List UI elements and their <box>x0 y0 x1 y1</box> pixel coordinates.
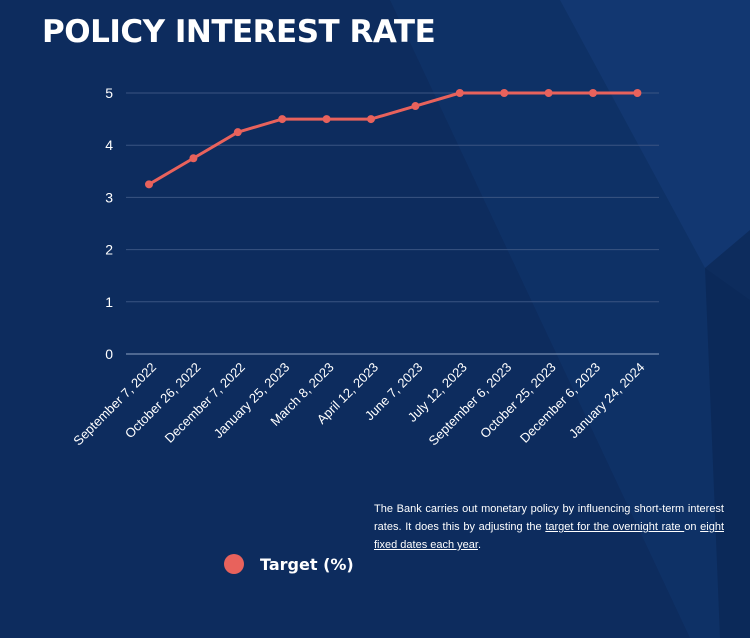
y-tick-label: 5 <box>105 85 113 101</box>
data-point <box>633 89 642 97</box>
x-tick-label: October 26, 2022 <box>122 360 204 442</box>
x-tick-label: December 7, 2022 <box>162 360 248 446</box>
data-point <box>455 89 464 97</box>
y-axis-ticks: 0 1 2 3 4 5 <box>105 85 113 362</box>
y-tick-label: 0 <box>105 346 113 362</box>
circle-marker-icon <box>224 554 244 574</box>
data-point <box>367 115 375 124</box>
data-point <box>278 115 287 124</box>
data-point <box>233 128 242 137</box>
series-layer <box>145 89 642 189</box>
series-line <box>147 91 639 186</box>
data-point <box>411 102 420 111</box>
data-point <box>145 180 153 189</box>
legend-label: Target (%) <box>260 554 354 574</box>
page-title: POLICY INTEREST RATE <box>42 14 436 50</box>
y-tick-label: 2 <box>105 242 113 258</box>
x-tick-label: September 7, 2022 <box>70 360 159 449</box>
grid-lines <box>126 92 659 355</box>
legend: Target (%) <box>224 554 354 574</box>
data-point <box>589 89 597 97</box>
data-point <box>189 154 198 163</box>
x-tick-label: January 25, 2023 <box>211 360 293 442</box>
x-tick-label: January 24, 2024 <box>566 360 648 442</box>
x-tick-label: October 25, 2023 <box>477 360 559 442</box>
target-overnight-rate-link[interactable]: target for the overnight rate <box>545 521 685 533</box>
fixed-dates-link[interactable]: eight fixed dates each year <box>374 521 724 551</box>
data-point <box>322 115 331 124</box>
y-tick-label: 4 <box>105 137 113 153</box>
y-tick-label: 1 <box>105 294 113 310</box>
note-text-2: on <box>684 521 701 533</box>
note-text-1: The Bank carries out monetary policy by … <box>374 503 724 533</box>
note-text-3: . <box>477 539 482 551</box>
x-tick-label: September 6, 2023 <box>426 360 515 449</box>
y-tick-label: 3 <box>105 189 113 205</box>
x-tick-label: December 6, 2023 <box>517 360 603 446</box>
explanatory-note: The Bank carries out monetary policy by … <box>374 500 724 554</box>
data-point <box>500 89 509 97</box>
data-point <box>544 89 553 97</box>
